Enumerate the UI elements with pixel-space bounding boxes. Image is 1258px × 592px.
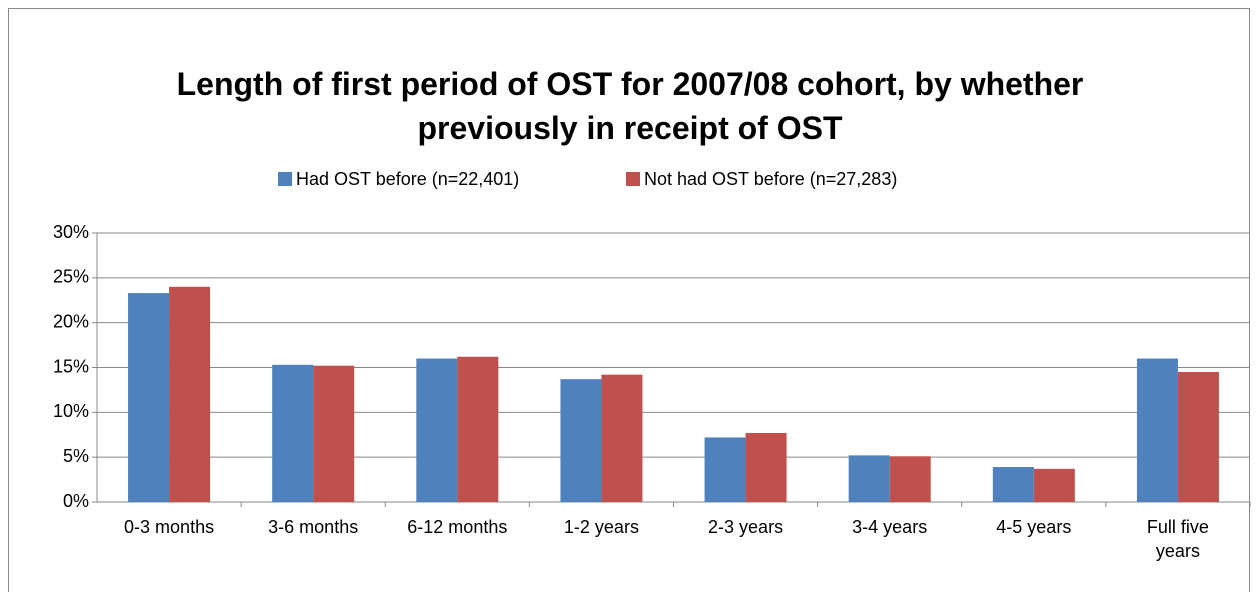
x-tick-label: 3-6 months (268, 517, 359, 537)
x-tick-label: 6-12 months (407, 517, 508, 537)
x-tick-label: 2-3 years (708, 517, 784, 537)
y-tick-label: 20% (53, 311, 89, 331)
bar (992, 467, 1034, 502)
x-tick-label: 4-5 years (996, 517, 1072, 537)
legend-label: Had OST before (n=22,401) (296, 169, 519, 189)
y-tick-label: 15% (53, 356, 89, 376)
x-tick-label: 3-4 years (852, 517, 928, 537)
x-tick-label: 0-3 months (124, 517, 215, 537)
legend-label: Not had OST before (n=27,283) (644, 169, 897, 189)
bar (169, 286, 211, 502)
legend-swatch (626, 172, 640, 186)
bar (848, 455, 890, 502)
bar (601, 374, 643, 502)
bar (889, 456, 931, 502)
y-tick-label: 25% (53, 267, 89, 287)
x-tick-label: 1-2 years (563, 517, 639, 537)
bar (457, 356, 499, 502)
x-tick-label: Full five years (1146, 517, 1209, 561)
bar (1136, 358, 1178, 502)
bar (1033, 468, 1075, 502)
legend-swatch (278, 172, 292, 186)
bar (745, 432, 787, 502)
bar (128, 293, 170, 502)
chart-border (8, 8, 1250, 592)
y-tick-label: 5% (63, 446, 89, 466)
bar (416, 358, 458, 502)
bar (704, 437, 746, 502)
y-tick-label: 0% (63, 491, 89, 511)
bar (560, 379, 602, 502)
bar (1177, 371, 1219, 502)
y-tick-label: 30% (53, 222, 89, 242)
chart-title: Length of first period of OST for 2007/0… (176, 66, 1084, 146)
bar (272, 364, 314, 502)
y-tick-label: 10% (53, 401, 89, 421)
bar (313, 365, 355, 502)
